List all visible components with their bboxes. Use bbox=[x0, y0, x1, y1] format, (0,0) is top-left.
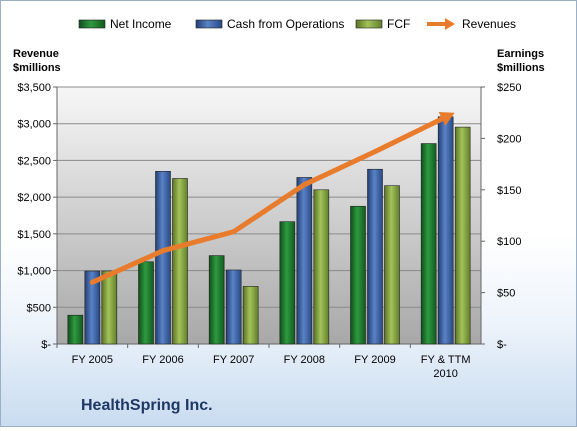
left-tick-label: $2,000 bbox=[17, 192, 51, 204]
x-tick-label: FY 2009 bbox=[354, 354, 395, 366]
revenues-line bbox=[89, 114, 449, 285]
bar-cash-from-operations bbox=[225, 269, 242, 345]
right-tick-label: $150 bbox=[497, 185, 521, 197]
right-axis-unit: $millions bbox=[497, 62, 545, 74]
bar-net-income bbox=[138, 261, 154, 345]
left-tick-label: $3,000 bbox=[17, 119, 51, 131]
legend-swatch-fcf bbox=[355, 19, 383, 29]
left-tick-label: $3,500 bbox=[17, 82, 51, 94]
legend-swatch-cash-from-operations bbox=[195, 19, 223, 29]
left-tick-label: $1,000 bbox=[17, 266, 51, 278]
plot-area bbox=[57, 87, 481, 344]
legend-label-revenues: Revenues bbox=[462, 17, 516, 31]
bar-fcf bbox=[313, 189, 330, 345]
legend-label-net-income: Net Income bbox=[110, 17, 172, 31]
right-tick-label: $- bbox=[497, 339, 507, 351]
legend-arrow-revenues bbox=[445, 18, 455, 30]
bar-cash-from-operations bbox=[437, 116, 454, 345]
right-tick-label: $250 bbox=[497, 82, 521, 94]
right-tick-label: $50 bbox=[497, 288, 515, 300]
revenues-arrowhead bbox=[438, 111, 455, 126]
bar-net-income bbox=[279, 221, 296, 345]
left-tick-label: $500 bbox=[27, 302, 51, 314]
right-axis-title: Earnings bbox=[497, 48, 544, 60]
right-tick-label: $100 bbox=[497, 236, 521, 248]
x-tick-label: FY 2005 bbox=[72, 354, 113, 366]
bar-fcf bbox=[101, 270, 118, 345]
bar-net-income bbox=[208, 255, 225, 345]
x-tick-label: FY & TTM bbox=[421, 354, 471, 366]
left-axis-title: Revenue bbox=[13, 48, 59, 60]
x-tick-label: FY 2006 bbox=[142, 354, 183, 366]
bar-cash-from-operations bbox=[367, 168, 383, 345]
left-axis-unit: $millions bbox=[13, 62, 61, 74]
legend-swatch-net-income bbox=[78, 19, 106, 29]
bar-net-income bbox=[350, 205, 366, 345]
bar-cash-from-operations bbox=[155, 170, 171, 345]
legend-label-fcf: FCF bbox=[387, 17, 410, 31]
bar-net-income bbox=[67, 314, 84, 345]
left-tick-label: $1,500 bbox=[17, 229, 51, 241]
x-tick-label: 2010 bbox=[433, 368, 457, 380]
bar-net-income bbox=[420, 143, 437, 345]
bar-cash-from-operations bbox=[296, 177, 313, 345]
bar-fcf bbox=[384, 185, 400, 345]
bar-fcf bbox=[454, 126, 471, 345]
x-tick-label: FY 2007 bbox=[213, 354, 254, 366]
bar-fcf bbox=[242, 286, 259, 345]
x-tick-label: FY 2008 bbox=[284, 354, 325, 366]
bar-fcf bbox=[172, 178, 188, 345]
company-name: HealthSpring Inc. bbox=[81, 397, 213, 414]
left-tick-label: $2,500 bbox=[17, 155, 51, 167]
legend-label-cash-from-operations: Cash from Operations bbox=[227, 17, 344, 31]
right-tick-label: $200 bbox=[497, 133, 521, 145]
bar-cash-from-operations bbox=[84, 270, 101, 345]
left-tick-label: $- bbox=[41, 339, 51, 351]
